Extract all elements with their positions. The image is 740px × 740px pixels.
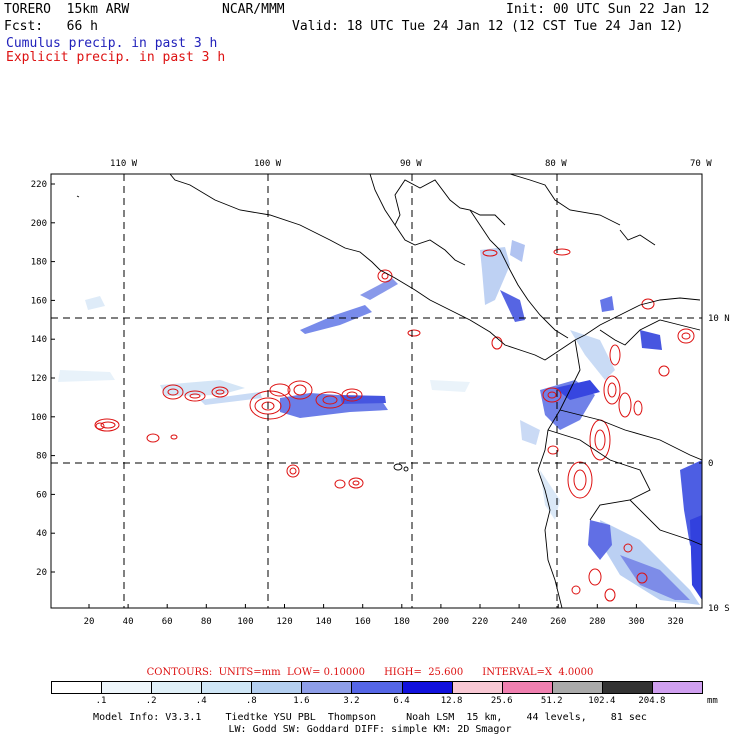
colorbar-label: 51.2 [540, 696, 563, 706]
colorbar-swatch [351, 681, 403, 694]
colorbar-label: 12.8 [440, 696, 463, 706]
lon-label: 80 W [545, 159, 567, 169]
lat-label: 10 N [708, 314, 730, 324]
colorbar-label: 1.6 [293, 696, 310, 706]
cumulus-precip-shading [58, 240, 702, 605]
x-tick-label: 300 [628, 617, 644, 627]
lat-label: 10 S [708, 604, 730, 614]
colorbar-label: .4 [195, 696, 207, 706]
valid-time: Valid: 18 UTC Tue 24 Jan 12 (12 CST Tue … [292, 19, 684, 34]
y-tick-label: 80 [36, 452, 47, 462]
y-tick-label: 60 [36, 490, 47, 500]
x-tick-label: 160 [355, 617, 371, 627]
x-tick-label: 80 [201, 617, 212, 627]
x-tick-label: 180 [394, 617, 410, 627]
center-label: NCAR/MMM [222, 2, 285, 17]
colorbar-swatch [151, 681, 203, 694]
colorbar-swatch [551, 681, 603, 694]
colorbar-swatch [501, 681, 553, 694]
y-tick-label: 200 [31, 219, 47, 229]
x-axis: 20 40 60 80 100 120 140 160 180 200 220 240 260 280 30… [84, 604, 684, 627]
colorbar-label: .1 [95, 696, 107, 706]
colorbar-swatch [301, 681, 353, 694]
colorbar-swatch [401, 681, 453, 694]
x-tick-label: 200 [433, 617, 449, 627]
x-tick-label: 60 [162, 617, 173, 627]
contour-info: CONTOURS: UNITS=mm LOW= 0.10000 HIGH= 25… [146, 667, 594, 678]
lon-label: 100 W [254, 159, 282, 169]
x-tick-label: 280 [589, 617, 605, 627]
colorbar-swatch [51, 681, 103, 694]
colorbar-swatch [251, 681, 303, 694]
model-title: TORERO 15km ARW [4, 2, 130, 17]
y-tick-label: 120 [31, 374, 47, 384]
colorbar-unit: mm [707, 696, 718, 706]
physics-info: LW: Godd SW: Goddard DIFF: simple KM: 2D… [228, 724, 512, 735]
colorbar-label: .8 [245, 696, 257, 706]
x-tick-label: 20 [84, 617, 95, 627]
colorbar-swatch [101, 681, 153, 694]
map-frame [50, 173, 703, 609]
forecast-hour: Fcst: 66 h [4, 19, 98, 34]
longitude-labels: 110 W 100 W 90 W 80 W 70 W [110, 159, 712, 169]
y-tick-label: 100 [31, 413, 47, 423]
colorbar-label: 102.4 [588, 696, 616, 706]
x-tick-label: 140 [315, 617, 331, 627]
colorbar-swatch [451, 681, 503, 694]
explicit-precip-contours [94, 248, 695, 602]
y-tick-label: 220 [31, 180, 47, 190]
x-tick-label: 100 [237, 617, 253, 627]
field-explicit-label: Explicit precip. in past 3 h [6, 50, 226, 65]
y-tick-label: 20 [36, 568, 47, 578]
init-time: Init: 00 UTC Sun 22 Jan 12 [506, 2, 710, 17]
colorbar-swatch [201, 681, 253, 694]
x-tick-label: 40 [123, 617, 134, 627]
colorbar-swatch [601, 681, 653, 694]
y-tick-label: 140 [31, 335, 47, 345]
x-tick-label: 240 [511, 617, 527, 627]
coastlines [76, 174, 702, 608]
x-tick-label: 220 [472, 617, 488, 627]
colorbar-swatch [651, 681, 703, 694]
field-cumulus-label: Cumulus precip. in past 3 h [6, 36, 218, 51]
x-tick-label: 320 [667, 617, 683, 627]
lon-label: 110 W [110, 159, 138, 169]
precipitation-map: 110 W 100 W 90 W 80 W 70 W 10 N 0 10 S [31, 159, 730, 627]
latitude-labels: 10 N 0 10 S [708, 314, 730, 614]
model-info: Model Info: V3.3.1 Tiedtke YSU PBL Thomp… [93, 712, 647, 723]
y-tick-label: 180 [31, 258, 47, 268]
y-tick-label: 40 [36, 529, 47, 539]
x-tick-label: 260 [550, 617, 566, 627]
lon-label: 70 W [690, 159, 712, 169]
colorbar-label: 204.8 [638, 696, 666, 706]
map-content [51, 174, 702, 608]
colorbar-label: 6.4 [393, 696, 410, 706]
y-tick-label: 160 [31, 296, 47, 306]
colorbar-label: 25.6 [490, 696, 513, 706]
x-tick-label: 120 [276, 617, 292, 627]
y-axis: 20 40 60 80 100 120 140 160 180 200 220 [31, 180, 55, 578]
colorbar-label: 3.2 [343, 696, 360, 706]
lat-label: 0 [708, 459, 713, 469]
lat-lon-grid [51, 174, 702, 608]
colorbar-label: .2 [145, 696, 157, 706]
lon-label: 90 W [400, 159, 422, 169]
